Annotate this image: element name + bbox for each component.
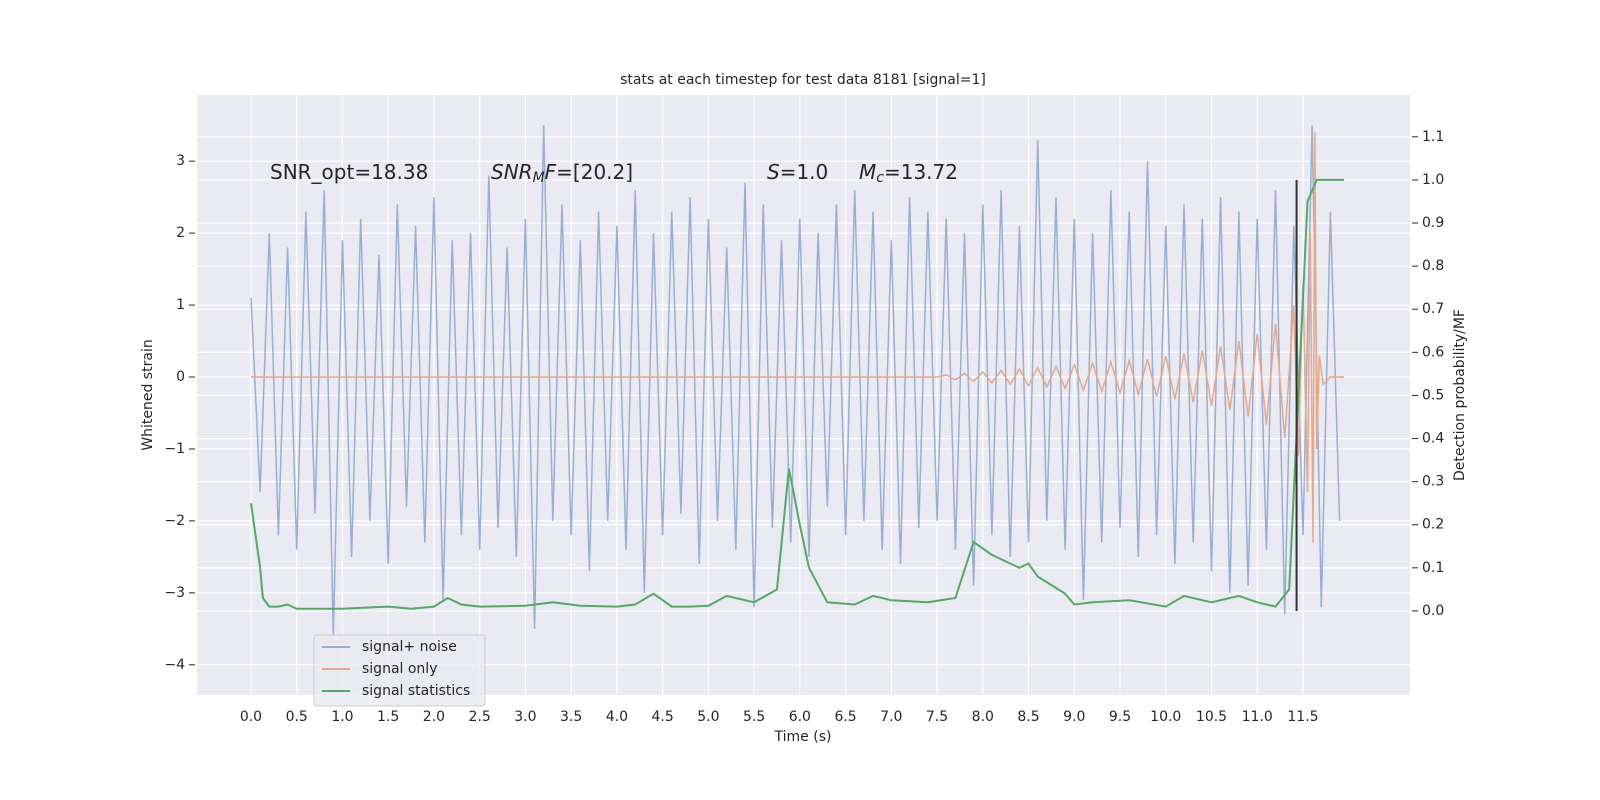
x-axis-label: Time (s) [774, 729, 832, 745]
y2-tick-label: 0.9 [1422, 215, 1444, 231]
y2-tick-label: 1.0 [1422, 172, 1444, 188]
x-tick-label: 11.0 [1242, 709, 1273, 725]
x-tick-label: 9.5 [1109, 709, 1131, 725]
y-tick-label: −4 [164, 657, 185, 673]
y2-tick-label: 0.4 [1422, 431, 1444, 447]
y-tick-label: −3 [164, 585, 185, 601]
x-tick-label: 8.0 [972, 709, 994, 725]
annotation: SNR_opt=18.38 [270, 160, 428, 184]
legend-label: signal only [362, 661, 437, 677]
legend-label: signal+ noise [362, 639, 457, 655]
x-tick-label: 2.5 [469, 709, 491, 725]
y-tick-label: 2 [176, 225, 185, 241]
y2-tick-label: 0.1 [1422, 560, 1444, 576]
x-tick-label: 0.5 [286, 709, 308, 725]
ticks: 0.0 0.5 1.0 1.5 2.0 2.5 3.0 3.5 4.0 4.5 5.0 5.5 6.0 6… [164, 129, 1444, 725]
annotation-part: SNR_opt=18.38 [270, 160, 428, 184]
annotation-part: M [859, 160, 876, 184]
y-tick-label: 1 [176, 297, 185, 313]
x-tick-label: 9.0 [1063, 709, 1085, 725]
legend-label: signal statistics [362, 683, 470, 699]
annotation-part: F [545, 160, 557, 184]
x-tick-label: 3.0 [514, 709, 536, 725]
x-tick-label: 5.5 [743, 709, 765, 725]
annotation: S=1.0 [767, 160, 828, 184]
annotation-part: c [876, 170, 884, 186]
x-tick-label: 10.5 [1196, 709, 1227, 725]
y2-tick-label: 0.3 [1422, 474, 1444, 490]
y2-tick-label: 0.0 [1422, 603, 1444, 619]
x-tick-label: 1.5 [377, 709, 399, 725]
x-tick-label: 2.0 [423, 709, 445, 725]
y2-tick-label: 0.2 [1422, 517, 1444, 533]
y-tick-label: 3 [176, 153, 185, 169]
y2-tick-label: 0.5 [1422, 387, 1444, 403]
x-tick-label: 6.0 [789, 709, 811, 725]
y-tick-label: −2 [164, 513, 185, 529]
y-axis-label: Whitened strain [140, 339, 156, 450]
x-tick-label: 3.5 [560, 709, 582, 725]
y-tick-label: 0 [176, 369, 185, 385]
annotation: Mc=13.72 [859, 160, 958, 187]
y2-tick-label: 0.7 [1422, 301, 1444, 317]
chart-title: stats at each timestep for test data 818… [620, 72, 986, 88]
y2-axis-label: Detection probability/MF [1452, 309, 1468, 481]
series-line [250, 125, 1341, 637]
x-tick-label: 0.0 [240, 709, 262, 725]
series-line [251, 132, 1345, 543]
x-tick-label: 11.5 [1287, 709, 1318, 725]
annotation: SNRMF=[20.2] [491, 160, 633, 187]
legend: signal+ noise signal only signal statistic… [313, 634, 486, 707]
y-tick-label: −1 [164, 441, 185, 457]
y2-tick-label: 0.6 [1422, 344, 1444, 360]
grid [197, 95, 1410, 695]
x-tick-label: 1.0 [331, 709, 353, 725]
plot-lines [250, 125, 1345, 637]
annotation-part: SNR [491, 160, 533, 184]
series-line [250, 178, 1345, 610]
legend-box [313, 634, 486, 707]
annotation-part: =13.72 [884, 160, 958, 184]
x-tick-label: 8.5 [1017, 709, 1039, 725]
x-tick-label: 4.0 [606, 709, 628, 725]
annotations: SNR_opt=18.38 SNRMF=[20.2] S=1.0 Mc=13.72 [270, 160, 958, 187]
annotation-part: =[20.2] [556, 160, 633, 184]
x-tick-label: 7.0 [880, 709, 902, 725]
y2-tick-label: 1.1 [1422, 129, 1444, 145]
x-tick-label: 6.5 [834, 709, 856, 725]
x-tick-label: 4.5 [651, 709, 673, 725]
annotation-part: =1.0 [780, 160, 829, 184]
x-tick-label: 5.0 [697, 709, 719, 725]
annotation-part: S [767, 160, 780, 184]
y2-tick-label: 0.8 [1422, 258, 1444, 274]
x-tick-label: 10.0 [1150, 709, 1181, 725]
annotation-part: M [533, 170, 545, 186]
x-tick-label: 7.5 [926, 709, 948, 725]
